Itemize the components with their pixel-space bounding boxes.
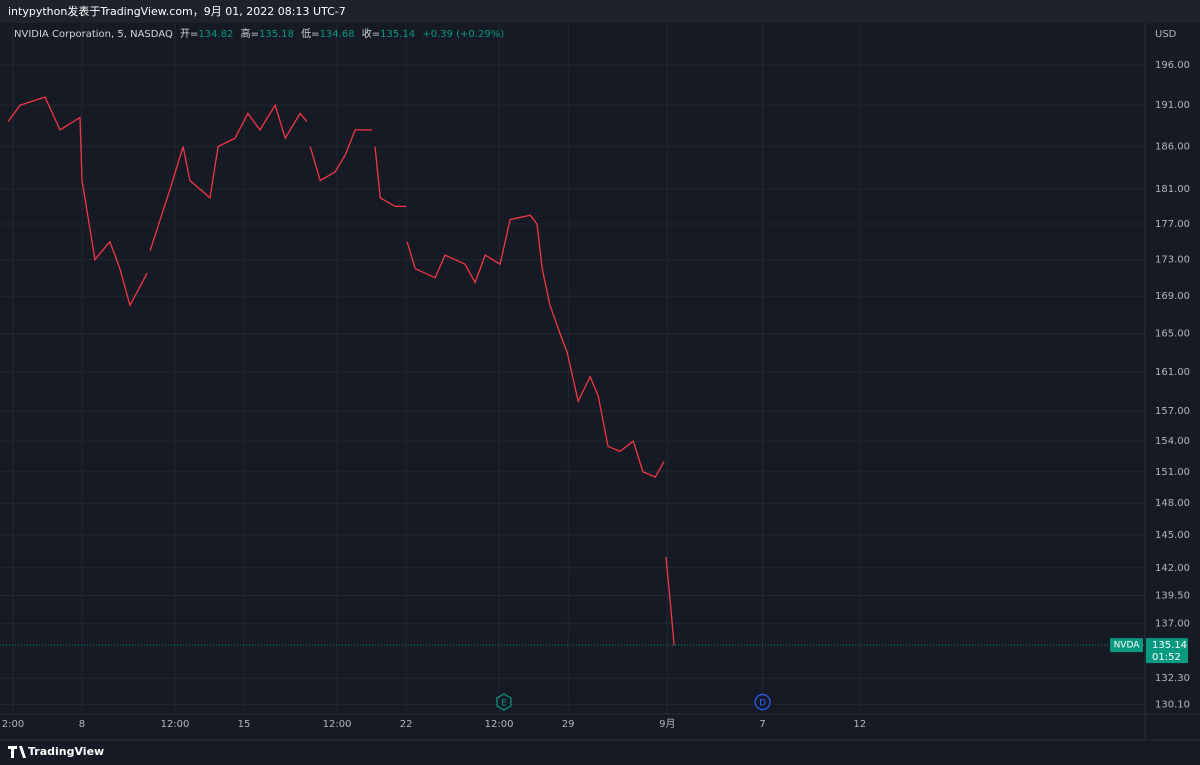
y-tick-label: 196.00 [1155,60,1190,71]
legend-label: 收= [362,27,380,40]
legend-value: 134.68 [320,29,355,40]
x-tick-label: 15 [238,719,251,730]
legend-value: 135.18 [259,29,294,40]
y-tick-label: 142.00 [1155,563,1190,574]
event-label: D [759,699,766,709]
legend-symbol: NVIDIA Corporation, 5, NASDAQ [14,29,173,40]
x-tick-label: 29 [562,719,575,730]
x-tick-label: 12:00 [485,719,514,730]
y-tick-label: 186.00 [1155,142,1190,153]
price-tag-value: 135.14 [1152,640,1187,651]
legend-label: 开= [180,29,198,40]
y-tick-label: 154.00 [1155,436,1190,447]
x-tick-label: 22 [400,719,413,730]
y-tick-label: 148.00 [1155,498,1190,509]
event-label: E [501,699,507,709]
x-tick-label: 12:00 [323,719,352,730]
legend-change: +0.39 (+0.29%) [422,29,504,40]
event-marker [754,693,771,711]
y-tick-label: 145.00 [1155,530,1190,541]
price-tag [1146,638,1188,664]
y-tick-label: 169.00 [1155,291,1190,302]
x-tick-label: 2:00 [2,719,24,730]
logo [8,746,26,758]
y-tick-label: 177.00 [1155,219,1190,230]
y-tick-label: 161.00 [1155,367,1190,378]
x-tick-label: 7 [759,719,765,730]
x-tick-label: 12 [853,719,866,730]
x-tick-label: 9月 [659,718,675,730]
header-bar [0,0,1200,23]
legend-label: 低= [301,27,319,40]
price-line [7,96,675,646]
legend: NVIDIA Corporation, 5, NASDAQ 开=134.82 高… [14,27,504,40]
y-tick-label: 130.10 [1155,699,1190,710]
y-tick-label: 137.00 [1155,619,1190,630]
event-marker [496,693,512,711]
legend-value: 135.14 [380,29,415,40]
y-tick-label: 173.00 [1155,255,1190,266]
symbol-tag-label: NVDA [1114,641,1141,651]
grid [0,24,1145,714]
legend-value: 134.82 [198,29,233,40]
y-tick-label: 139.50 [1155,591,1190,602]
footer-brand: TradingView [28,745,104,758]
y-tick-label: 165.00 [1155,329,1190,340]
currency: USD [1155,29,1177,40]
y-tick-label: 181.00 [1155,184,1190,195]
x-tick-label: 8 [79,719,85,730]
symbol-tag [1110,638,1143,653]
price-tag-countdown: 01:52 [1152,652,1181,663]
x-tick-label: 12:00 [161,719,190,730]
legend-label: 高= [241,27,259,40]
y-tick-label: 157.00 [1155,406,1190,417]
y-tick-label: 151.00 [1155,467,1190,478]
y-tick-label: 132.30 [1155,673,1190,684]
marks [0,96,1145,646]
header-text: intypython发表于TradingView.com，9月 01, 2022… [8,4,346,18]
y-tick-label: 191.00 [1155,100,1190,111]
